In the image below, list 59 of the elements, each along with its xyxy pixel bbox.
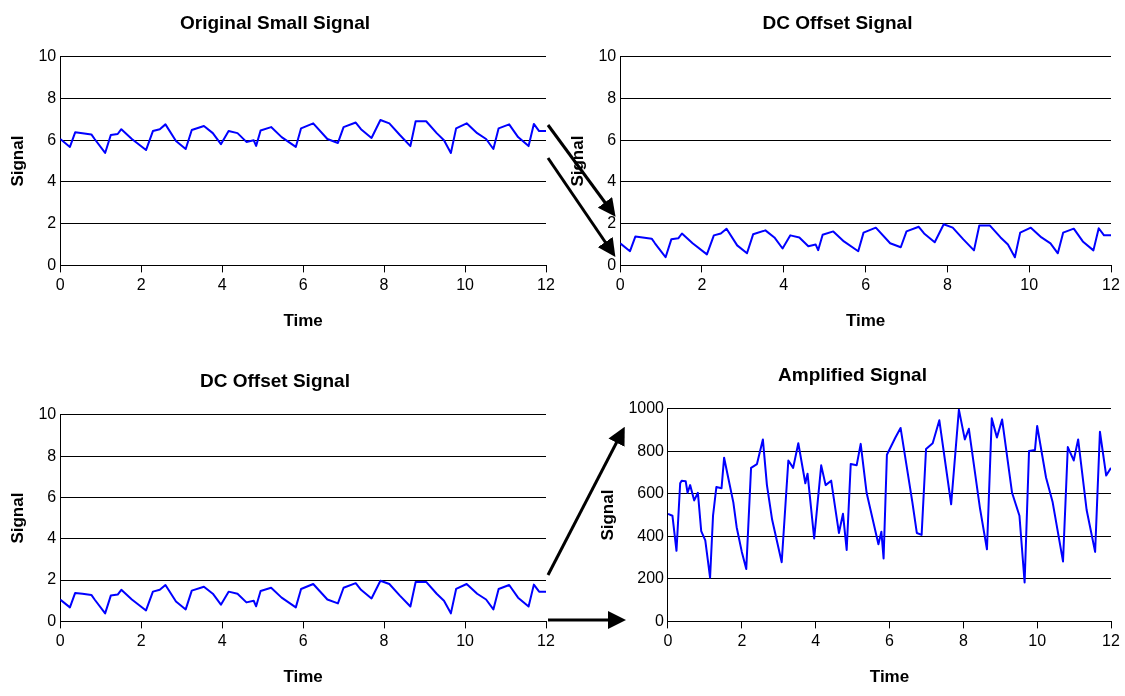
chart-title: Amplified Signal [778,363,927,385]
x-tick-label: 12 [1102,276,1120,294]
x-tick-label: 8 [379,632,389,650]
y-axis-title: Signal [7,492,27,544]
y-tick-label: 2 [607,214,617,232]
y-tick-label: 0 [47,611,57,629]
x-tick-label: 2 [136,276,146,294]
x-tick-label: 6 [298,276,308,294]
x-tick-label: 8 [942,276,952,294]
x-tick-label: 10 [456,632,475,650]
chart-title: DC Offset Signal [200,369,350,391]
x-tick-label: 4 [779,276,789,294]
y-tick-label: 600 [637,484,665,502]
y-tick-label: 4 [607,172,617,190]
x-axis-title: Time [845,311,886,331]
chart-title: Original Small Signal [179,11,371,33]
x-tick-label: 6 [298,632,308,650]
y-tick-label: 6 [607,130,617,148]
y-axis-title: Signal [7,135,27,187]
x-tick-label: 12 [537,276,555,294]
y-tick-label: 800 [637,441,665,459]
y-axis-title: Signal [597,489,617,541]
x-tick-label: 2 [737,632,747,650]
x-tick-label: 8 [379,276,389,294]
x-tick-label: 10 [1020,276,1039,294]
x-tick-label: 4 [217,276,227,294]
y-tick-label: 1000 [628,399,665,417]
y-tick-label: 4 [47,172,57,190]
x-tick-label: 10 [1028,632,1047,650]
y-tick-label: 8 [47,446,57,464]
x-tick-label: 4 [217,632,227,650]
y-tick-label: 8 [47,88,57,106]
x-tick-label: 6 [861,276,871,294]
x-tick-label: 10 [456,276,475,294]
y-tick-label: 10 [38,47,57,65]
y-tick-label: 0 [607,255,617,273]
y-tick-label: 4 [47,529,57,547]
chart-title: DC Offset Signal [762,11,913,33]
x-tick-label: 4 [811,632,821,650]
y-tick-label: 0 [47,255,57,273]
y-tick-label: 6 [47,487,57,505]
x-tick-label: 12 [1102,632,1120,650]
y-tick-label: 10 [38,405,57,423]
y-tick-label: 10 [598,47,617,65]
x-tick-label: 2 [697,276,707,294]
y-tick-label: 6 [47,130,57,148]
x-axis-title: Time [869,667,910,687]
y-tick-label: 2 [47,570,57,588]
y-tick-label: 200 [637,569,665,587]
x-tick-label: 8 [958,632,968,650]
x-axis-title: Time [283,667,323,687]
y-tick-label: 8 [607,88,617,106]
x-tick-label: 6 [885,632,895,650]
x-axis-title: Time [283,311,323,331]
y-tick-label: 2 [47,214,57,232]
x-tick-label: 12 [537,632,555,650]
y-tick-label: 400 [637,526,665,544]
x-tick-label: 2 [136,632,146,650]
y-tick-label: 0 [655,611,665,629]
